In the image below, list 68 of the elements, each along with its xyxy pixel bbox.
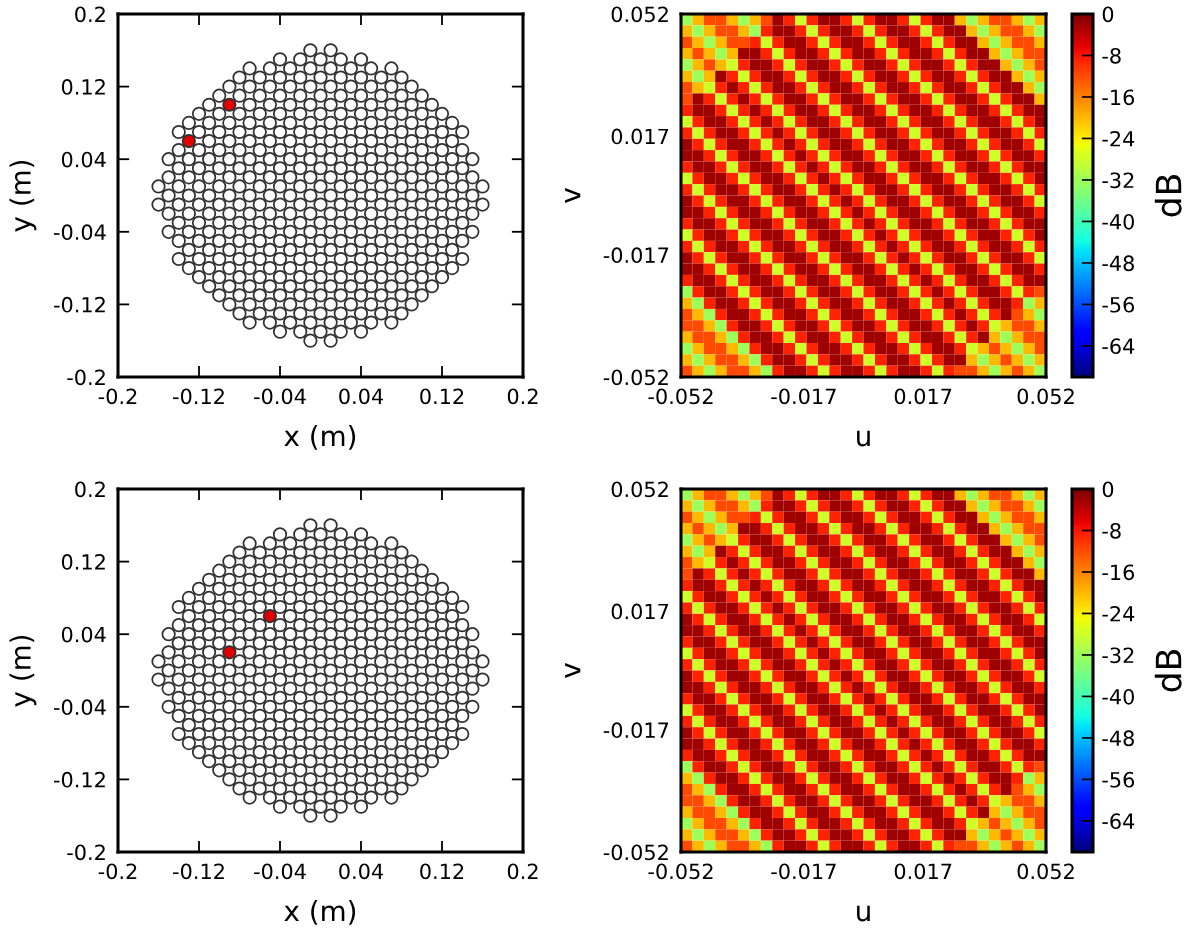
color-bar-title: dB [1154, 175, 1182, 217]
color-bar-title: dB [1154, 650, 1182, 692]
y-axis-title: v [565, 663, 581, 678]
y-tick-label: -0.017 [603, 247, 669, 264]
y-tick-label: -0.017 [603, 722, 669, 739]
y-tick-label: 0.04 [61, 151, 106, 168]
color-bar-label: -16 [1102, 89, 1135, 106]
y-tick-label: -0.04 [54, 224, 106, 241]
color-bar-label: -48 [1102, 730, 1134, 747]
x-tick-label: 0.2 [507, 388, 538, 405]
x-tick-label: -0.04 [254, 388, 306, 405]
y-tick-label: -0.12 [54, 771, 105, 788]
y-tick-label: 0.052 [611, 481, 668, 498]
y-tick-label: 0.12 [61, 554, 105, 570]
y-tick-label: 0.04 [61, 626, 106, 643]
x-tick-label: -0.12 [173, 388, 224, 405]
x-axis-title: x (m) [284, 899, 356, 925]
y-tick-label: 0.2 [75, 481, 105, 498]
color-bar-label: -64 [1102, 813, 1135, 830]
x-tick-label: 0.04 [339, 388, 384, 405]
x-tick-label: -0.017 [771, 388, 836, 405]
y-tick-label: 0.017 [611, 128, 669, 145]
color-bar-label: -40 [1102, 213, 1134, 230]
color-bar-label: -56 [1102, 296, 1135, 313]
x-tick-label: -0.2 [98, 388, 137, 405]
y-tick-label: 0.2 [75, 6, 105, 23]
x-tick-label: 0.12 [420, 863, 464, 880]
x-tick-label: -0.04 [254, 863, 306, 880]
x-tick-label: 0.052 [1017, 388, 1074, 405]
y-axis-title: y (m) [9, 635, 37, 707]
x-tick-label: -0.2 [98, 863, 137, 880]
x-tick-label: 0.017 [894, 388, 952, 405]
color-bar-label: 0 [1102, 6, 1114, 23]
color-bar-label: -40 [1102, 688, 1134, 705]
color-bar-label: -56 [1102, 771, 1135, 788]
y-tick-label: 0.052 [611, 6, 668, 23]
y-tick-label: -0.04 [54, 699, 106, 716]
color-bar-label: -48 [1102, 255, 1134, 272]
x-tick-label: 0.04 [339, 863, 384, 880]
color-bar-label: -8 [1102, 522, 1121, 539]
color-bar-label: -64 [1102, 338, 1135, 355]
color-bar-label: -24 [1102, 130, 1135, 147]
y-tick-label: -0.052 [603, 844, 668, 861]
y-axis-title: v [565, 188, 581, 203]
y-tick-label: -0.2 [67, 844, 105, 861]
x-tick-label: -0.017 [771, 863, 836, 880]
color-bar-label: -8 [1102, 47, 1121, 64]
x-tick-label: 0.12 [420, 388, 464, 405]
x-axis-title: u [857, 430, 870, 447]
y-axis-title: y (m) [9, 160, 37, 232]
y-tick-label: -0.12 [54, 296, 105, 313]
y-tick-label: 0.017 [611, 603, 669, 620]
y-tick-label: 0.12 [61, 79, 105, 95]
color-bar-label: -32 [1102, 172, 1134, 189]
color-bar-label: -32 [1102, 647, 1134, 664]
x-tick-label: 0.2 [507, 863, 538, 880]
x-axis-title: x (m) [284, 424, 356, 450]
x-tick-label: 0.052 [1017, 863, 1074, 880]
x-tick-label: -0.052 [648, 863, 713, 880]
color-bar-label: -16 [1102, 564, 1135, 581]
y-tick-label: -0.2 [67, 369, 105, 386]
x-axis-title: u [857, 905, 870, 922]
y-tick-label: -0.052 [603, 369, 668, 386]
x-tick-label: 0.017 [894, 863, 952, 880]
x-tick-label: -0.12 [173, 863, 224, 880]
color-bar-label: 0 [1102, 481, 1114, 498]
color-bar-label: -24 [1102, 605, 1135, 622]
x-tick-label: -0.052 [648, 388, 713, 405]
